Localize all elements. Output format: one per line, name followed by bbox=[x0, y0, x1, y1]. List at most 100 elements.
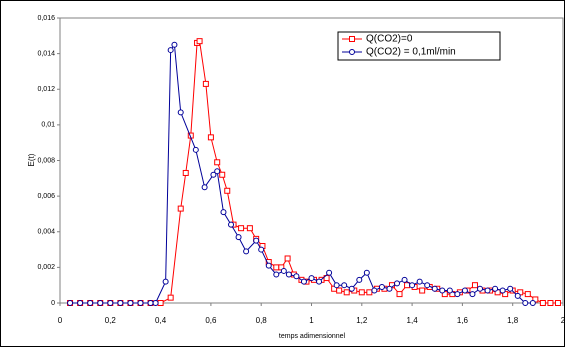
data-point bbox=[152, 300, 159, 306]
y-tick-label: 0,016 bbox=[37, 15, 55, 22]
data-point bbox=[117, 300, 124, 306]
data-point bbox=[396, 291, 403, 298]
data-point bbox=[127, 300, 134, 306]
data-point bbox=[182, 169, 189, 176]
data-point bbox=[107, 300, 114, 306]
x-axis-label: temps adimensionnel bbox=[279, 333, 346, 340]
data-point bbox=[202, 80, 209, 87]
data-point bbox=[300, 278, 307, 285]
data-point bbox=[424, 282, 431, 289]
x-tick-label: 1,8 bbox=[507, 316, 519, 325]
data-point bbox=[219, 171, 226, 178]
data-point bbox=[524, 291, 531, 298]
data-point bbox=[431, 285, 438, 292]
data-point bbox=[137, 300, 144, 306]
data-point bbox=[514, 292, 521, 299]
data-point bbox=[356, 276, 363, 283]
data-point bbox=[316, 278, 323, 285]
data-point bbox=[284, 255, 291, 262]
data-point bbox=[210, 171, 217, 178]
data-point bbox=[416, 278, 423, 285]
data-point bbox=[162, 278, 169, 285]
y-tick-label: 0,002 bbox=[37, 264, 55, 271]
data-point bbox=[238, 225, 245, 232]
data-point bbox=[235, 234, 242, 241]
x-tick-label: 0,8 bbox=[256, 316, 268, 325]
data-point bbox=[228, 221, 235, 228]
legend-label: Q(CO2)=0 bbox=[366, 34, 413, 45]
x-tick-label: 1,6 bbox=[457, 316, 469, 325]
y-tick-label: 0,004 bbox=[37, 229, 55, 236]
data-point bbox=[394, 280, 401, 287]
x-tick-label: 0 bbox=[58, 316, 63, 325]
x-tick-label: 0,2 bbox=[105, 316, 117, 325]
data-point bbox=[285, 271, 292, 278]
data-point bbox=[419, 287, 426, 294]
x-tick-label: 0,6 bbox=[205, 316, 217, 325]
data-point bbox=[471, 282, 478, 289]
data-point bbox=[273, 271, 280, 278]
data-point bbox=[157, 300, 164, 306]
data-point bbox=[192, 146, 199, 153]
data-point bbox=[253, 237, 260, 244]
data-point bbox=[386, 285, 393, 292]
data-point bbox=[224, 187, 231, 194]
data-point bbox=[547, 300, 554, 306]
data-point bbox=[77, 300, 84, 306]
data-point bbox=[401, 276, 408, 283]
data-point bbox=[554, 300, 561, 306]
data-point bbox=[97, 300, 104, 306]
data-point bbox=[507, 285, 514, 292]
x-tick-label: 1,2 bbox=[356, 316, 368, 325]
data-point bbox=[280, 267, 287, 274]
data-point bbox=[439, 287, 446, 294]
data-point bbox=[67, 300, 74, 306]
data-point bbox=[461, 287, 468, 294]
data-point bbox=[177, 109, 184, 116]
data-point bbox=[167, 47, 174, 54]
legend-marker bbox=[349, 36, 355, 42]
data-point bbox=[207, 134, 214, 141]
data-point bbox=[258, 246, 265, 253]
data-point bbox=[358, 289, 365, 296]
data-point bbox=[177, 205, 184, 212]
data-point bbox=[333, 282, 340, 289]
data-point bbox=[214, 168, 221, 175]
x-tick-label: 1 bbox=[309, 316, 314, 325]
legend-label: Q(CO2) = 0,1ml/min bbox=[366, 47, 456, 58]
y-tick-label: 0,014 bbox=[37, 50, 55, 57]
data-point bbox=[454, 291, 461, 298]
legend-marker bbox=[349, 49, 355, 55]
data-point bbox=[341, 282, 348, 289]
data-point bbox=[363, 269, 370, 276]
y-axis-label: E(t) bbox=[27, 153, 36, 166]
data-point bbox=[378, 283, 385, 290]
data-point bbox=[484, 287, 491, 294]
legend-box bbox=[337, 31, 501, 61]
data-point bbox=[326, 269, 333, 276]
data-point bbox=[469, 291, 476, 298]
data-point bbox=[147, 300, 154, 306]
data-point bbox=[409, 282, 416, 289]
y-tick-label: 0,006 bbox=[37, 193, 55, 200]
data-point bbox=[167, 294, 174, 301]
data-point bbox=[293, 273, 300, 280]
x-tick-label: 0,4 bbox=[155, 316, 167, 325]
data-point bbox=[366, 289, 373, 296]
data-point bbox=[196, 38, 203, 45]
data-point bbox=[371, 287, 378, 294]
x-tick-label: 1,4 bbox=[407, 316, 419, 325]
data-point bbox=[539, 300, 546, 306]
data-point bbox=[343, 289, 350, 296]
data-point bbox=[522, 300, 529, 306]
data-point bbox=[265, 262, 272, 269]
data-point bbox=[348, 285, 355, 292]
data-point bbox=[529, 300, 536, 306]
y-tick-label: 0 bbox=[51, 300, 55, 307]
data-point bbox=[246, 225, 253, 232]
data-point bbox=[171, 41, 178, 48]
data-point bbox=[446, 287, 453, 294]
data-point bbox=[214, 159, 221, 166]
data-point bbox=[492, 285, 499, 292]
